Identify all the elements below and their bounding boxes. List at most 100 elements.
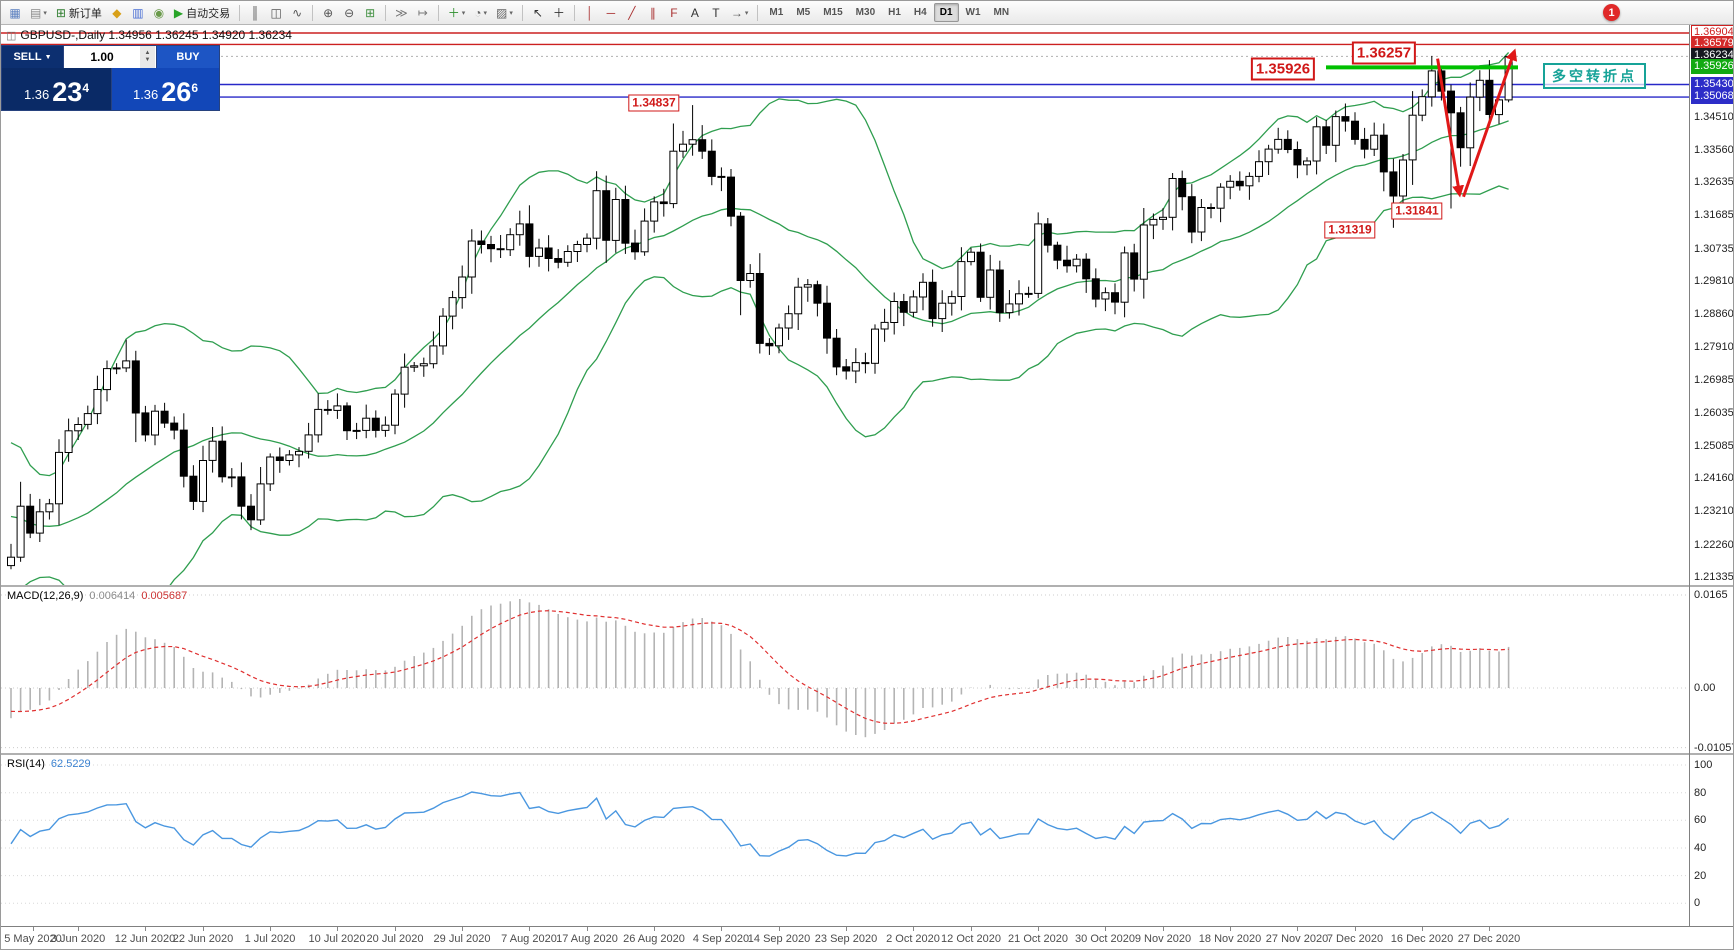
timeframe-d1[interactable]: D1 [933,3,959,22]
macd-axis-tick: -0.010571 [1694,741,1733,754]
sell-price-button[interactable]: 1.36 23 4 [2,68,112,110]
timeframe-mn[interactable]: MN [993,7,1010,18]
zoom-out-button[interactable]: ⊖ [339,3,359,23]
trendline-button[interactable]: ╱ [622,3,642,23]
volume-steppers[interactable]: ▲ ▼ [140,46,155,68]
auto-scroll-button[interactable]: ≫ [391,3,412,23]
zoom-out-icon: ⊖ [344,5,355,20]
timeframe-m15[interactable]: M15 [823,7,843,18]
price-axis-tick: 1.34510 [1694,110,1734,123]
zoom-in-button[interactable]: ⊕ [318,3,338,23]
timeframe-h4[interactable]: H4 [913,7,927,18]
date-tick-mark [779,927,780,931]
autotrading-icon: ▶ [173,5,184,20]
templates-button[interactable]: ▨ ▾ [492,3,517,23]
date-axis-label: 7 Dec 2020 [1326,933,1384,945]
stepper-up-icon[interactable]: ▲ [144,50,151,56]
volume-field[interactable]: ▲▼ [64,46,157,68]
timeframe-h1[interactable]: H1 [888,7,901,18]
new-order-label: 新订单 [68,7,102,20]
indicators-button[interactable]: ＋ ▾ [444,3,470,23]
cursor-button[interactable]: ↖ [528,3,548,23]
rsi-panel[interactable] [1,755,1689,926]
date-tick-mark [1489,927,1490,931]
buy-button[interactable]: BUY [157,46,219,68]
price-axis-tick: 1.29810 [1694,274,1734,287]
equidistant-channel-button[interactable]: ∥ [643,3,663,23]
chevron-down-icon: ▾ [509,9,513,17]
price-axis-tick: 1.31685 [1694,209,1734,222]
price-axis[interactable]: 1.34510 1.33560 1.32635 1.31685 1.30735 1.298… [1690,1,1734,949]
sell-button-label: SELL [13,51,42,63]
bar-chart-icon: ║ [250,5,260,20]
arrows-button[interactable]: → ▾ [727,3,753,23]
toolbar-separator [437,4,439,21]
periods-button[interactable]: ◔ ▾ [470,3,491,23]
macd-panel[interactable] [1,587,1689,754]
community-button[interactable]: ◉ [149,3,169,23]
timeframe-w1[interactable]: W1 [965,7,981,18]
date-tick-mark [721,927,722,931]
data-window-button[interactable]: ▥ [128,3,148,23]
date-axis-label: 23 Sep 2020 [814,933,878,945]
rsi-axis-tick: 60 [1694,814,1707,827]
date-tick-mark [587,927,588,931]
date-tick-mark [337,927,338,931]
vertical-line-button[interactable]: │ [580,3,600,23]
bull-bear-turning-point-label: 多空转折点 [1543,63,1646,89]
trendline-icon: ╱ [628,5,636,20]
candlestick-chart-button[interactable]: ◫ [266,3,286,23]
text-button[interactable]: A [685,3,705,23]
templates-icon: ▨ [496,5,508,20]
bar-chart-button[interactable]: ║ [245,3,265,23]
date-axis-label: 2 Oct 2020 [886,933,940,945]
date-tick-mark [33,927,34,931]
autotrading-button[interactable]: ▶ 自动交易 [170,3,234,23]
timeframe-m1[interactable]: M1 [769,7,784,18]
date-tick-mark [846,927,847,931]
sell-button[interactable]: SELL ▼ [2,46,64,68]
date-axis-label: 12 Oct 2020 [941,933,1001,945]
autotrading-label: 自动交易 [186,7,231,20]
timeframe-m5[interactable]: M5 [796,7,811,18]
date-axis[interactable]: 5 May 2020 3 Jun 2020 12 Jun 2020 22 Jun 20… [1,927,1689,949]
timeframe-m30[interactable]: M30 [855,7,876,18]
buy-price-point: 6 [191,81,199,95]
fibonacci-icon: F [670,5,678,20]
crosshair-button[interactable]: ＋ [549,3,569,23]
auto-scroll-icon: ≫ [395,5,408,20]
line-chart-button[interactable]: ∿ [287,3,307,23]
rsi-axis-tick: 0 [1694,897,1701,910]
horizontal-line-icon: ─ [606,5,616,20]
date-tick-mark [145,927,146,931]
text-label-button[interactable]: T [706,3,726,23]
price-axis-tick: 1.30735 [1694,242,1734,255]
buy-price-button[interactable]: 1.36 26 6 [112,68,219,110]
volume-input[interactable] [64,46,140,68]
equidistant-channel-icon: ∥ [649,5,656,20]
chart-shift-button[interactable]: ↦ [413,3,433,23]
new-chart-button[interactable]: ▦ [5,3,25,23]
zoom-in-icon: ⊕ [323,5,334,20]
rsi-axis-tick: 40 [1694,841,1707,854]
fibonacci-button[interactable]: F [664,3,684,23]
horizontal-line-button[interactable]: ─ [601,3,621,23]
date-axis-label: 27 Nov 2020 [1265,933,1329,945]
price-chart[interactable] [1,25,1689,587]
new-order-button[interactable]: ⊞ 新订单 [52,3,106,23]
profiles-button[interactable]: ▤ ▾ [26,3,51,23]
market-watch-button[interactable]: ◆ [107,3,127,23]
stepper-down-icon[interactable]: ▼ [144,57,151,63]
date-tick-mark [395,927,396,931]
tile-windows-button[interactable]: ⊞ [360,3,380,23]
date-axis-label: 18 Nov 2020 [1198,933,1262,945]
panel-resize-handle[interactable] [1,585,1733,587]
panel-resize-handle[interactable] [1,753,1733,755]
notification-badge[interactable]: 1 [1603,4,1620,21]
chart-shift-icon: ↦ [417,5,428,20]
buy-price-pips: 26 [161,77,192,107]
price-axis-tick: 1.32635 [1694,176,1734,189]
line-chart-icon: ∿ [292,5,303,20]
price-axis-tick: 1.25085 [1694,439,1734,452]
indicators-icon: ＋ [447,5,460,20]
